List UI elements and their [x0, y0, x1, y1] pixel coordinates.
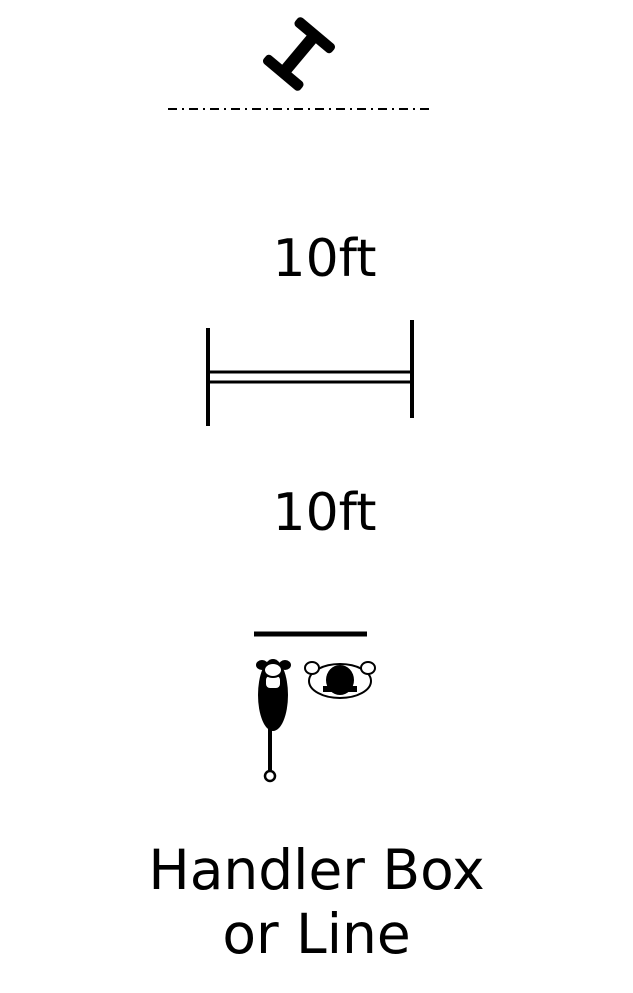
handler-topview-icon — [304, 661, 376, 699]
distance-label-bottom: 10ft — [272, 483, 377, 543]
distance-label-top: 10ft — [272, 229, 377, 289]
caption-line-1: Handler Box — [148, 838, 485, 902]
caption: Handler Box or Line — [0, 838, 633, 966]
dog-topview-icon — [256, 659, 291, 783]
i-beam-marker-icon — [262, 17, 336, 91]
bar-jump-icon — [206, 320, 414, 426]
caption-line-2: or Line — [222, 902, 411, 966]
